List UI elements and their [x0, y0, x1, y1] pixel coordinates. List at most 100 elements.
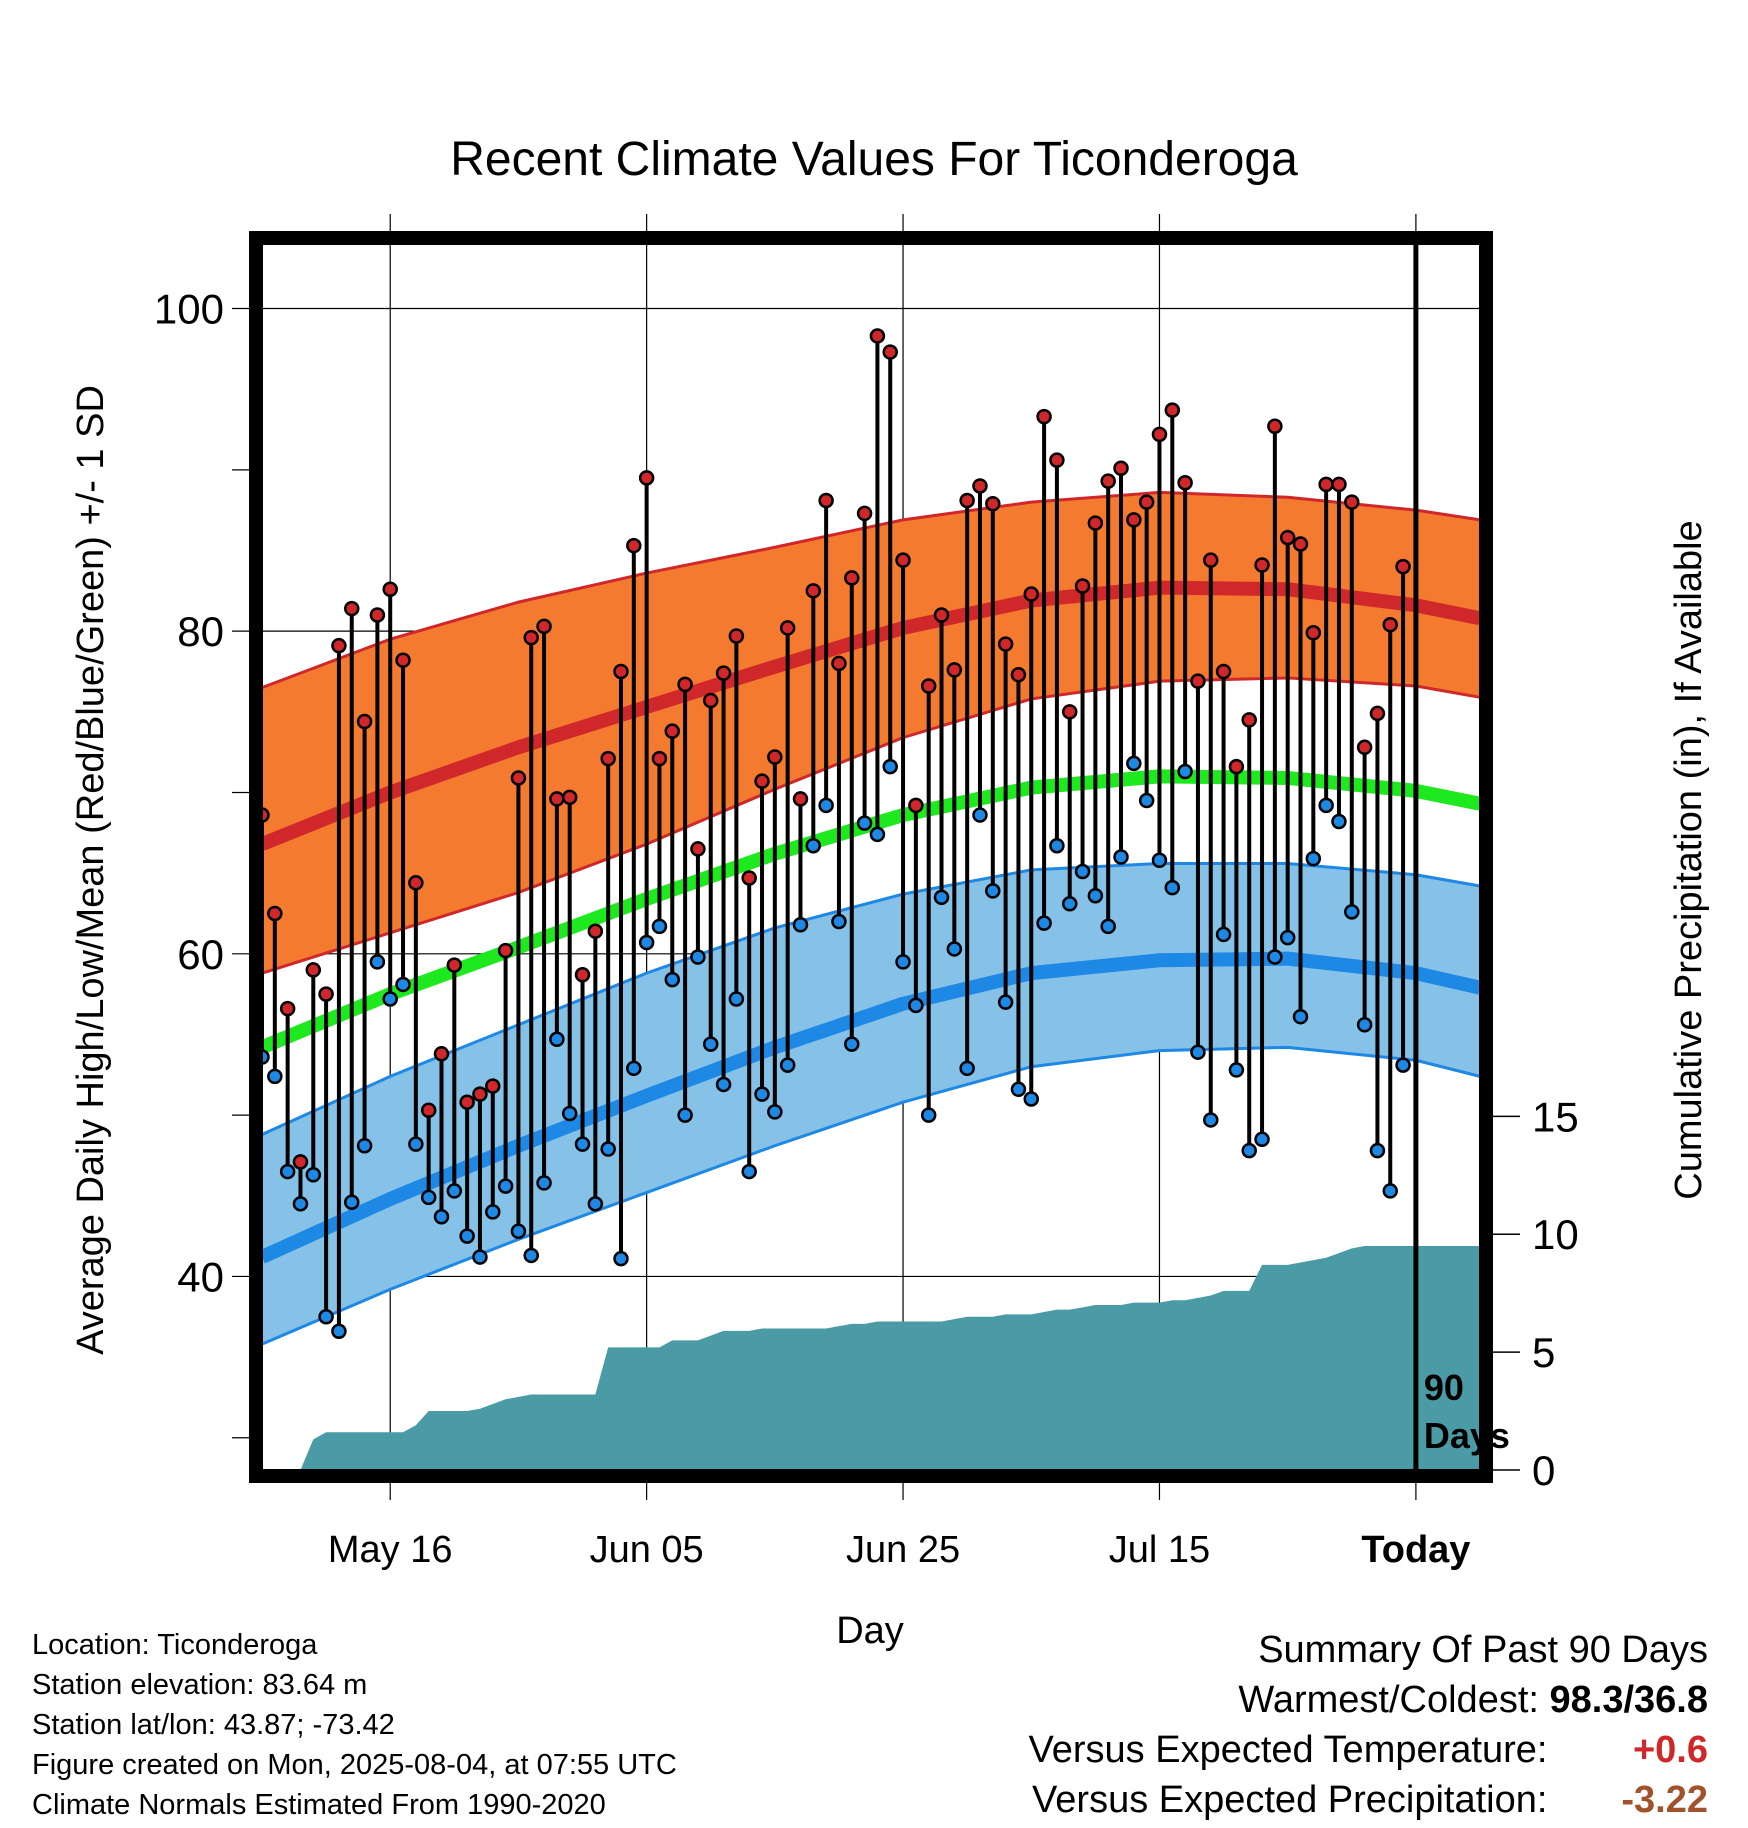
summary-heading: Summary Of Past 90 Days — [1258, 1629, 1708, 1671]
daily-high-point — [1010, 666, 1027, 683]
daily-high-point — [1151, 426, 1168, 443]
plot-frame — [249, 231, 1493, 1483]
daily-low-point — [613, 1250, 629, 1267]
daily-low-point — [933, 889, 950, 906]
y2-tick-label: 0 — [1532, 1447, 1555, 1494]
daily-high-point — [1190, 673, 1206, 689]
daily-high-point — [587, 923, 604, 939]
daily-high-point — [626, 537, 642, 554]
daily-low-point — [920, 1107, 937, 1123]
daily-low-point — [459, 1228, 475, 1244]
daily-high-point — [972, 478, 988, 494]
daily-high-point — [651, 750, 668, 767]
daily-low-point — [472, 1249, 488, 1265]
daily-high-point — [920, 678, 937, 694]
daily-low-point — [626, 1060, 642, 1077]
daily-high-point — [510, 770, 527, 786]
y-tick-label: 80 — [177, 608, 224, 655]
precip-label: Versus Expected Precipitation: — [1032, 1779, 1548, 1821]
daily-low-point — [831, 913, 847, 930]
daily-low-point — [895, 954, 911, 970]
daily-high-point — [767, 749, 783, 765]
daily-high-point — [369, 607, 386, 623]
daily-high-point — [1061, 704, 1078, 720]
daily-high-point — [318, 986, 334, 1002]
today-marker-label-days-count: 90 — [1424, 1367, 1464, 1408]
daily-high-point — [356, 713, 373, 730]
normal-low-band — [262, 863, 1480, 1345]
daily-high-point — [638, 470, 655, 486]
daily-high-point — [523, 629, 539, 646]
daily-high-point — [1049, 452, 1065, 468]
daily-low-point — [1382, 1183, 1399, 1199]
daily-high-point — [395, 652, 411, 668]
daily-high-point — [574, 967, 591, 983]
daily-low-point — [651, 918, 668, 935]
daily-low-point — [1113, 849, 1129, 865]
elevation-text: Station elevation: 83.64 m — [32, 1669, 368, 1701]
daily-low-point — [690, 949, 706, 965]
daily-low-point — [638, 934, 655, 951]
daily-low-point — [1318, 797, 1334, 814]
daily-high-point — [1331, 476, 1347, 493]
daily-low-point — [1279, 929, 1296, 946]
daily-high-point — [1382, 616, 1399, 633]
daily-low-point — [1356, 1017, 1373, 1033]
daily-high-point — [1126, 512, 1142, 528]
normals-text: Climate Normals Estimated From 1990-2020 — [32, 1789, 606, 1821]
location-text: Location: Ticonderoga — [32, 1629, 318, 1661]
daily-high-point — [792, 791, 809, 807]
daily-high-point — [908, 797, 924, 814]
daily-low-point — [818, 797, 834, 814]
y-tick-label: 40 — [177, 1253, 224, 1300]
precipitation-area — [262, 1246, 1480, 1470]
daily-low-point — [536, 1175, 552, 1191]
daily-low-point — [1010, 1081, 1027, 1098]
y2-axis-label: Cumulative Precipitation (in), If Availa… — [1668, 520, 1710, 1200]
daily-high-point — [267, 905, 283, 922]
daily-high-point — [1113, 460, 1129, 476]
daily-high-point — [933, 607, 950, 623]
daily-high-point — [549, 791, 565, 807]
daily-high-point — [1356, 739, 1373, 756]
daily-high-point — [1177, 474, 1193, 491]
daily-high-point — [561, 789, 578, 806]
daily-high-point — [1023, 586, 1040, 602]
precip-value: -3.22 — [1621, 1779, 1708, 1821]
daily-low-point — [741, 1163, 757, 1180]
daily-low-point — [331, 1323, 347, 1340]
x-tick-label: May 16 — [328, 1529, 453, 1571]
daily-high-point — [1100, 473, 1116, 489]
daily-high-point — [690, 841, 706, 857]
daily-high-point — [1215, 663, 1232, 680]
daily-low-point — [959, 1060, 975, 1077]
x-tick-label: Jun 25 — [846, 1529, 960, 1571]
daily-low-point — [1061, 896, 1078, 912]
daily-low-point — [972, 807, 988, 823]
daily-low-point — [946, 941, 963, 957]
latlon-text: Station lat/lon: 43.87; -73.42 — [32, 1709, 395, 1741]
daily-high-point — [459, 1094, 475, 1110]
daily-low-point — [510, 1223, 527, 1240]
daily-high-point — [1344, 494, 1360, 510]
daily-low-point — [754, 1086, 770, 1102]
daily-low-point — [1126, 755, 1142, 772]
daily-low-point — [997, 994, 1014, 1010]
daily-low-point — [856, 815, 873, 831]
daily-low-point — [561, 1105, 578, 1122]
daily-high-point — [1036, 408, 1052, 425]
daily-low-point — [1254, 1131, 1270, 1148]
daily-high-point — [382, 581, 398, 597]
daily-low-point — [869, 826, 886, 843]
daily-low-point — [1023, 1091, 1040, 1107]
daily-low-point — [497, 1178, 514, 1194]
daily-high-point — [1292, 536, 1309, 552]
daily-low-point — [1344, 904, 1360, 920]
temp-row: Versus Expected Temperature: +0.6 — [808, 1725, 1708, 1775]
daily-low-point — [908, 997, 924, 1014]
daily-high-point — [446, 957, 463, 973]
temp-label: Versus Expected Temperature: — [1028, 1729, 1548, 1771]
daily-high-point — [433, 1046, 450, 1062]
y2-tick-label: 5 — [1532, 1329, 1555, 1376]
daily-high-point — [677, 676, 693, 693]
